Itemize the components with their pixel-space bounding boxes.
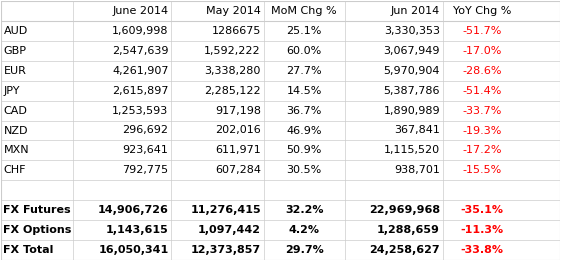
Text: 367,841: 367,841 <box>394 126 440 135</box>
Text: -33.8%: -33.8% <box>461 245 503 255</box>
Text: -17.2%: -17.2% <box>462 145 502 156</box>
Text: 5,387,786: 5,387,786 <box>384 86 440 96</box>
Text: 296,692: 296,692 <box>122 126 168 135</box>
Text: 607,284: 607,284 <box>215 165 261 175</box>
Text: 16,050,341: 16,050,341 <box>98 245 168 255</box>
Text: CAD: CAD <box>3 105 27 116</box>
Text: Jun 2014: Jun 2014 <box>391 6 440 16</box>
Text: 792,775: 792,775 <box>122 165 168 175</box>
Text: MXN: MXN <box>3 145 29 156</box>
Text: 30.5%: 30.5% <box>287 165 322 175</box>
Text: AUD: AUD <box>3 26 27 36</box>
Text: 1,288,659: 1,288,659 <box>377 225 440 235</box>
Text: 923,641: 923,641 <box>123 145 168 156</box>
Text: 3,338,280: 3,338,280 <box>205 66 261 76</box>
Text: -19.3%: -19.3% <box>462 126 502 135</box>
Text: 29.7%: 29.7% <box>285 245 324 255</box>
Text: 36.7%: 36.7% <box>287 105 322 116</box>
Text: GBP: GBP <box>3 46 26 56</box>
Text: 202,016: 202,016 <box>215 126 261 135</box>
Text: 25.1%: 25.1% <box>287 26 322 36</box>
Text: 938,701: 938,701 <box>394 165 440 175</box>
Text: -11.3%: -11.3% <box>461 225 504 235</box>
Text: EUR: EUR <box>3 66 26 76</box>
Text: -33.7%: -33.7% <box>462 105 502 116</box>
Text: 60.0%: 60.0% <box>287 46 322 56</box>
Text: 1,609,998: 1,609,998 <box>112 26 168 36</box>
Text: 611,971: 611,971 <box>215 145 261 156</box>
Text: 14,906,726: 14,906,726 <box>98 205 168 215</box>
Text: 1,115,520: 1,115,520 <box>384 145 440 156</box>
Text: 1,143,615: 1,143,615 <box>106 225 168 235</box>
Text: JPY: JPY <box>3 86 20 96</box>
Text: -51.4%: -51.4% <box>462 86 502 96</box>
Text: 14.5%: 14.5% <box>287 86 322 96</box>
Text: FX Total: FX Total <box>3 245 54 255</box>
Text: 2,285,122: 2,285,122 <box>204 86 261 96</box>
Text: 917,198: 917,198 <box>215 105 261 116</box>
Text: -35.1%: -35.1% <box>461 205 503 215</box>
Text: YoY Chg %: YoY Chg % <box>453 6 511 16</box>
Text: 27.7%: 27.7% <box>287 66 322 76</box>
Text: NZD: NZD <box>3 126 28 135</box>
Text: MoM Chg %: MoM Chg % <box>272 6 337 16</box>
Text: 1,097,442: 1,097,442 <box>198 225 261 235</box>
Text: -51.7%: -51.7% <box>462 26 502 36</box>
Text: -15.5%: -15.5% <box>462 165 502 175</box>
Text: -28.6%: -28.6% <box>462 66 502 76</box>
Text: 4,261,907: 4,261,907 <box>112 66 168 76</box>
Text: 46.9%: 46.9% <box>287 126 322 135</box>
Text: 2,547,639: 2,547,639 <box>112 46 168 56</box>
Text: May 2014: May 2014 <box>206 6 261 16</box>
Text: 12,373,857: 12,373,857 <box>191 245 261 255</box>
Text: CHF: CHF <box>3 165 26 175</box>
Text: 24,258,627: 24,258,627 <box>369 245 440 255</box>
Text: 1,253,593: 1,253,593 <box>112 105 168 116</box>
Text: 50.9%: 50.9% <box>287 145 322 156</box>
Text: FX Options: FX Options <box>3 225 72 235</box>
Text: 3,067,949: 3,067,949 <box>384 46 440 56</box>
Text: 32.2%: 32.2% <box>285 205 324 215</box>
Text: 1286675: 1286675 <box>211 26 261 36</box>
Text: 1,890,989: 1,890,989 <box>383 105 440 116</box>
Text: 22,969,968: 22,969,968 <box>369 205 440 215</box>
Text: 5,970,904: 5,970,904 <box>384 66 440 76</box>
Text: -17.0%: -17.0% <box>462 46 502 56</box>
Text: 4.2%: 4.2% <box>289 225 320 235</box>
Text: FX Futures: FX Futures <box>3 205 71 215</box>
Text: 1,592,222: 1,592,222 <box>204 46 261 56</box>
Text: 2,615,897: 2,615,897 <box>112 86 168 96</box>
Text: 3,330,353: 3,330,353 <box>384 26 440 36</box>
Text: June 2014: June 2014 <box>112 6 168 16</box>
Text: 11,276,415: 11,276,415 <box>190 205 261 215</box>
